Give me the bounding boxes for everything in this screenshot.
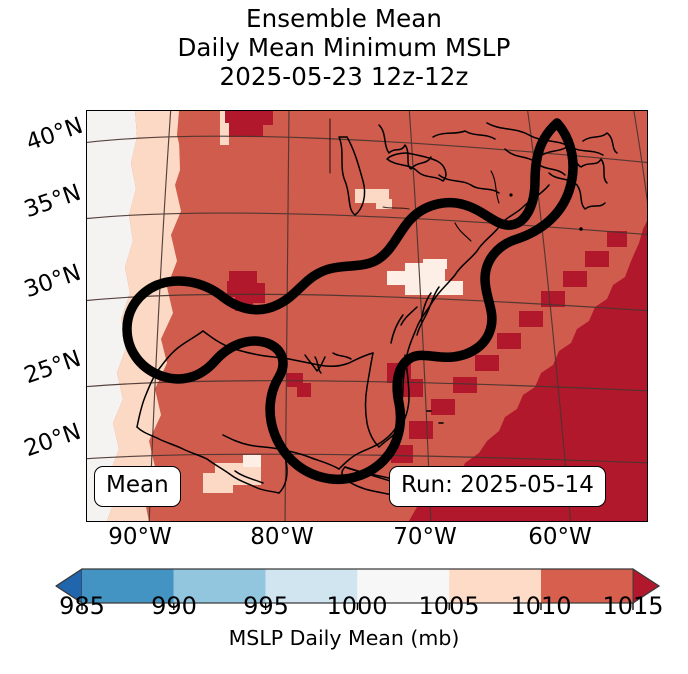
field-high-cell-gulfcoast xyxy=(287,373,311,397)
highlight-contour-1013 xyxy=(122,118,578,484)
field-west-1002 xyxy=(87,111,137,521)
colorbar-tick-990: 990 xyxy=(151,592,197,620)
colorbar-band-990-995 xyxy=(173,569,266,603)
map-panel[interactable] xyxy=(86,110,648,522)
lat-tick-40N: 40°N xyxy=(22,112,87,157)
title-line-1: Ensemble Mean xyxy=(246,4,442,33)
title-line-3: 2025-05-23 12z-12z xyxy=(219,62,469,91)
field-subtropical-high xyxy=(409,221,647,521)
field-high-cell-midwest xyxy=(225,111,273,137)
colorbar-band-995-1000 xyxy=(265,569,358,603)
colorbar-band-985-990 xyxy=(82,569,174,603)
lat-tick-35N: 35°N xyxy=(20,179,85,224)
colorbar-tick-995: 995 xyxy=(243,592,289,620)
field-patch-chesapeake-4 xyxy=(387,271,409,285)
colorbar[interactable]: 985 990 995 1000 1005 1010 1015 MSLP Dai… xyxy=(0,560,688,674)
colorbar-tick-1015: 1015 xyxy=(602,592,664,620)
colorbar-svg xyxy=(55,568,661,610)
colorbar-tick-1000: 1000 xyxy=(326,592,388,620)
colorbar-tick-985: 985 xyxy=(59,592,105,620)
lon-tick-70W: 70°W xyxy=(393,524,457,550)
map-svg xyxy=(87,111,647,521)
colorbar-ticks xyxy=(81,603,634,610)
run-label-box: Run: 2025-05-14 xyxy=(389,466,606,507)
lon-tick-80W: 80°W xyxy=(250,524,314,550)
field-patch-yucatan-2 xyxy=(203,473,233,493)
lon-tick-60W: 60°W xyxy=(528,524,592,550)
colorbar-tick-1010: 1010 xyxy=(510,592,572,620)
colorbar-axis-label: MSLP Daily Mean (mb) xyxy=(228,626,460,650)
lat-tick-30N: 30°N xyxy=(20,259,85,304)
colorbar-band-1005-1010 xyxy=(449,569,541,603)
title-line-2: Daily Mean Minimum MSLP xyxy=(177,33,511,62)
colorbar-band-1000-1005 xyxy=(357,569,450,603)
field-patch-nw xyxy=(220,111,229,145)
field-subtropical-high-stairs xyxy=(391,231,627,463)
member-label-box: Mean xyxy=(94,466,181,507)
lon-tick-90W: 90°W xyxy=(108,524,172,550)
field-patch-chesapeake-3 xyxy=(405,281,463,295)
figure-title: Ensemble Mean Daily Mean Minimum MSLP 20… xyxy=(0,4,688,91)
field-patch-yucatan-3 xyxy=(243,455,261,467)
lat-tick-20N: 20°N xyxy=(20,418,85,463)
field-patch-chesapeake-2 xyxy=(423,259,447,269)
field-patch-appalachia-2 xyxy=(376,199,392,209)
colorbar-tick-1005: 1005 xyxy=(418,592,480,620)
lat-tick-25N: 25°N xyxy=(20,345,85,390)
colorbar-band-1010-1015 xyxy=(541,569,633,603)
